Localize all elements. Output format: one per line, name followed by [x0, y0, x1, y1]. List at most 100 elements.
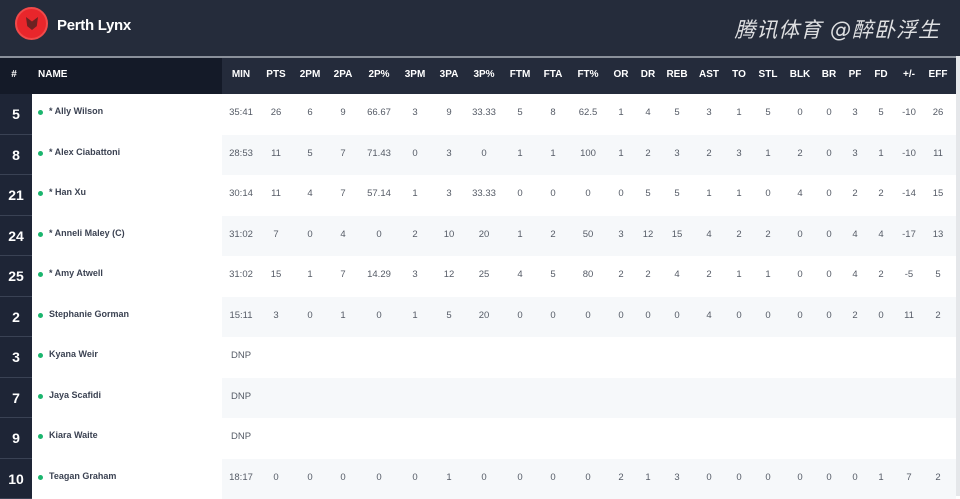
scrollbar[interactable] — [956, 56, 960, 496]
stat-cell: DNP — [231, 431, 251, 442]
player-name[interactable]: * Anneli Maley (C) — [49, 228, 125, 238]
stat-cell: 5 — [674, 107, 679, 118]
column-header[interactable]: FTM — [510, 69, 531, 80]
status-dot-icon — [38, 353, 43, 358]
stat-cell: 7 — [906, 472, 911, 483]
stat-cell: 35:41 — [229, 107, 253, 118]
stat-cell: 4 — [852, 269, 857, 280]
column-header[interactable]: PF — [849, 69, 862, 80]
stat-cell: 2 — [645, 148, 650, 159]
stat-cell: -10 — [902, 107, 916, 118]
column-header[interactable]: REB — [666, 69, 687, 80]
stat-cell: 4 — [307, 188, 312, 199]
stat-cell: 1 — [307, 269, 312, 280]
player-name[interactable]: Teagan Graham — [49, 471, 116, 481]
column-header[interactable]: STL — [759, 69, 778, 80]
column-header[interactable]: 3P% — [473, 69, 494, 80]
stat-cell: 0 — [797, 269, 802, 280]
column-header[interactable]: FTA — [544, 69, 563, 80]
stat-cell: 0 — [517, 472, 522, 483]
status-dot-icon — [38, 434, 43, 439]
player-name[interactable]: * Alex Ciabattoni — [49, 147, 120, 157]
stat-cell: 20 — [479, 229, 490, 240]
stat-cell: 0 — [765, 188, 770, 199]
column-header[interactable]: EFF — [929, 69, 948, 80]
stat-cell: 15 — [672, 229, 683, 240]
player-name[interactable]: * Amy Atwell — [49, 268, 103, 278]
stat-cell: 0 — [765, 310, 770, 321]
stat-cell: 0 — [826, 472, 831, 483]
stat-cell: 3 — [412, 107, 417, 118]
stat-cell: 0 — [376, 472, 381, 483]
player-name[interactable]: * Ally Wilson — [49, 106, 103, 116]
column-header[interactable]: TO — [732, 69, 746, 80]
stat-cell: 20 — [479, 310, 490, 321]
stat-cell: 15:11 — [229, 310, 252, 321]
stat-cell: 1 — [736, 188, 741, 199]
status-dot-icon — [38, 110, 43, 115]
stat-cell: 1 — [765, 269, 770, 280]
stat-cell: 1 — [517, 229, 522, 240]
column-header[interactable]: BR — [822, 69, 836, 80]
column-header[interactable]: BLK — [790, 69, 811, 80]
stat-cell: 18:17 — [229, 472, 253, 483]
stat-cell: 80 — [583, 269, 594, 280]
column-header[interactable]: FT% — [577, 69, 598, 80]
stat-cell: 2 — [878, 269, 883, 280]
player-name[interactable]: Kyana Weir — [49, 349, 98, 359]
column-header[interactable]: 2PM — [300, 69, 321, 80]
column-header[interactable]: OR — [614, 69, 629, 80]
stat-cell: 5 — [765, 107, 770, 118]
stat-cell: 2 — [645, 269, 650, 280]
stat-cell: 13 — [933, 229, 944, 240]
stat-cell: 0 — [645, 310, 650, 321]
stat-cell: 1 — [878, 148, 883, 159]
stat-cell: 0 — [826, 107, 831, 118]
stat-cell: 26 — [933, 107, 944, 118]
stat-cell: 33.33 — [472, 188, 496, 199]
stat-cell: 1 — [340, 310, 345, 321]
column-header[interactable]: MIN — [232, 69, 250, 80]
column-header[interactable]: AST — [699, 69, 719, 80]
stat-cell: 1 — [618, 148, 623, 159]
stat-cell: 0 — [797, 107, 802, 118]
column-header[interactable]: 3PA — [440, 69, 459, 80]
stat-cell: 0 — [307, 229, 312, 240]
stat-cell: 0 — [550, 310, 555, 321]
column-header[interactable]: DR — [641, 69, 655, 80]
stat-cell: 1 — [706, 188, 711, 199]
player-name[interactable]: Jaya Scafidi — [49, 390, 101, 400]
stat-cell: 50 — [583, 229, 594, 240]
column-header[interactable]: 2P% — [368, 69, 389, 80]
player-name[interactable]: Stephanie Gorman — [49, 309, 129, 319]
player-name[interactable]: * Han Xu — [49, 187, 86, 197]
stat-cell: 2 — [797, 148, 802, 159]
column-header[interactable]: +/- — [903, 69, 915, 80]
column-header[interactable]: # — [11, 69, 17, 80]
column-header[interactable]: NAME — [38, 69, 67, 80]
stat-cell: 7 — [340, 148, 345, 159]
column-header[interactable]: 3PM — [405, 69, 426, 80]
status-dot-icon — [38, 191, 43, 196]
status-dot-icon — [38, 272, 43, 277]
stat-cell: 3 — [412, 269, 417, 280]
player-name[interactable]: Kiara Waite — [49, 430, 98, 440]
column-header[interactable]: PTS — [266, 69, 285, 80]
column-header[interactable]: 2PA — [334, 69, 353, 80]
stat-cell: 1 — [618, 107, 623, 118]
stat-cell: 0 — [852, 472, 857, 483]
stat-cell: 57.14 — [367, 188, 391, 199]
stat-cell: 3 — [446, 148, 451, 159]
column-header[interactable]: FD — [874, 69, 887, 80]
stat-cell: 2 — [618, 472, 623, 483]
